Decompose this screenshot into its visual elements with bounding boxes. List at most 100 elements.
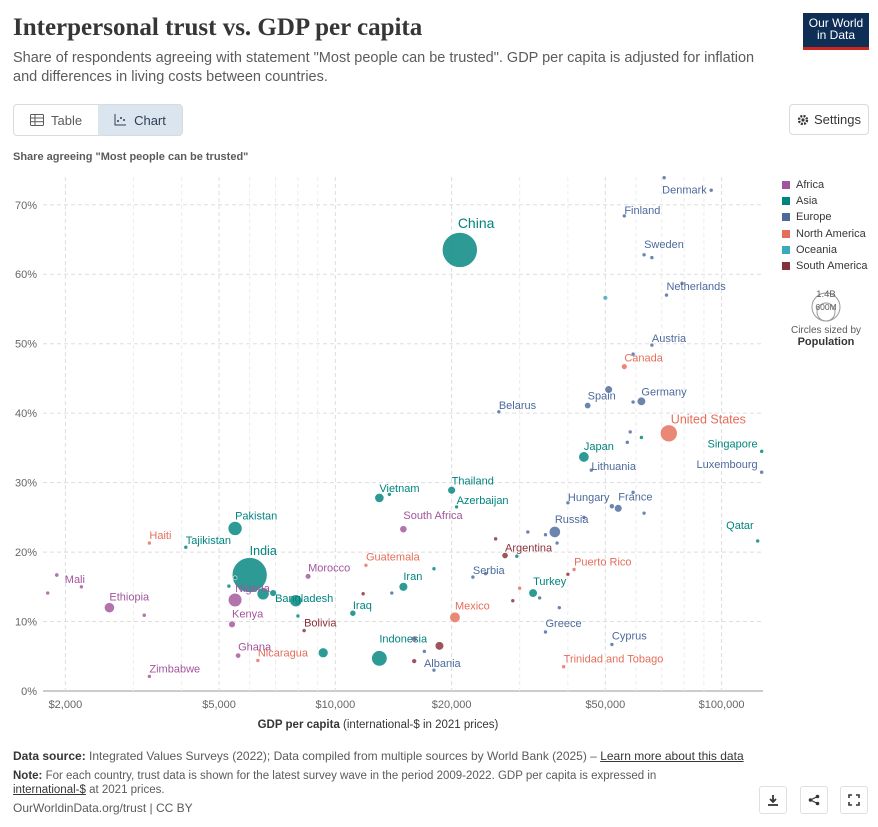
point-mali [54, 572, 60, 578]
x-tick-label: $5,000 [202, 699, 236, 711]
point-ethiopia [104, 602, 115, 614]
label-nicaragua: Nicaragua [258, 647, 309, 659]
legend-label: South America [796, 260, 868, 273]
legend-item-europe[interactable]: Europe [782, 209, 868, 225]
gear-icon [797, 114, 809, 125]
label-vietnam: Vietnam [379, 483, 419, 495]
point-ireland2 [630, 399, 636, 405]
label-netherlands: Netherlands [666, 281, 726, 293]
note-text-2: at 2021 prices. [89, 784, 165, 796]
fullscreen-button[interactable] [840, 786, 868, 814]
point-colombia2 [510, 598, 516, 604]
point-azerbaijan [454, 504, 459, 510]
label-indonesia: Indonesia [379, 633, 428, 645]
chart-subtitle: Share of respondents agreeing with state… [13, 50, 755, 85]
download-icon [768, 795, 778, 806]
y-tick-label: 40% [15, 408, 37, 420]
point-trinidad-and-tobago [561, 664, 566, 669]
tab-table[interactable]: Table [14, 105, 98, 135]
label-lithuania: Lithuania [591, 461, 637, 473]
learn-more-link[interactable]: Learn more about this data [600, 749, 744, 763]
legend-item-south-america[interactable]: South America [782, 258, 868, 274]
point-luxembourg [759, 469, 764, 475]
download-button[interactable] [759, 786, 787, 814]
point-romania2 [554, 540, 560, 546]
legend-item-oceania[interactable]: Oceania [782, 242, 868, 258]
point-serbia2 [525, 529, 531, 535]
y-tick-label: 70% [15, 200, 37, 212]
label-mali: Mali [65, 574, 85, 586]
legend-swatch [782, 197, 790, 206]
point-norway [708, 187, 714, 193]
label-thailand: Thailand [452, 475, 494, 487]
note-label: Note: [13, 770, 43, 782]
point-kyrgyz2 [232, 575, 238, 581]
logo-line-2: in Data [816, 28, 856, 42]
data-source: Data source: Integrated Values Surveys (… [13, 749, 813, 763]
note: Note: For each country, trust data is sh… [13, 769, 703, 797]
point-chile2 [565, 572, 571, 577]
point-belarus [496, 409, 502, 415]
point-china [442, 232, 478, 268]
owid-logo[interactable]: Our World in Data [803, 13, 869, 50]
label-france: France [618, 491, 652, 503]
legend-item-north-america[interactable]: North America [782, 226, 868, 242]
tab-table-label: Table [51, 112, 83, 128]
point-ethiopia2 [79, 584, 84, 590]
point-kenya [228, 620, 236, 629]
label-belarus: Belarus [499, 400, 537, 412]
credit[interactable]: OurWorldinData.org/trust | CC BY [13, 801, 193, 815]
point-peru [434, 641, 445, 651]
point-thailand [447, 486, 456, 495]
international-dollar-link[interactable]: international-$ [13, 784, 86, 796]
legend-swatch [782, 229, 790, 238]
label-ethiopia: Ethiopia [109, 592, 150, 604]
size-legend: 1.4B 600M Circles sized by Population [782, 286, 870, 348]
label-iran: Iran [403, 571, 422, 583]
scatter-plot[interactable]: 0% 10% 20% 30% 40% 50% 60% 70% $2,000 $5,000 $10,0… [0, 160, 770, 740]
point-singapore [759, 449, 764, 454]
legend-item-asia[interactable]: Asia [782, 193, 868, 209]
legend-label: Africa [796, 179, 825, 192]
point-serbia [470, 574, 476, 580]
logo-line-1: Our World [808, 16, 864, 30]
label-singapore: Singapore [708, 438, 758, 450]
label-morocco: Morocco [308, 562, 350, 574]
point-italy2 [641, 510, 647, 516]
point-morocco [304, 573, 312, 580]
tab-chart[interactable]: Chart [98, 105, 182, 135]
point-nigeria [227, 592, 243, 608]
label-trinidad-and-tobago: Trinidad and Tobago [564, 654, 664, 666]
point-ghana [235, 652, 242, 659]
legend-swatch [782, 262, 790, 271]
point-estonia [625, 440, 630, 445]
size-legend-small: 600M [815, 302, 836, 312]
point-indonesia [371, 650, 388, 667]
label-austria: Austria [652, 333, 687, 345]
point-guatemala [363, 562, 369, 568]
point-croatia2 [581, 515, 587, 520]
point-iceland [630, 351, 636, 357]
settings-button[interactable]: Settings [789, 104, 869, 135]
point-armenia2 [514, 553, 520, 559]
point-mexico2 [517, 585, 522, 591]
point-haiti [147, 540, 152, 546]
label-greece: Greece [545, 618, 581, 630]
chart-title: Interpersonal trust vs. GDP per capita [13, 14, 423, 41]
size-legend-big: 1.4B [816, 289, 836, 300]
point-zambia2 [141, 612, 147, 618]
label-bolivia: Bolivia [304, 618, 337, 630]
point-kazakh2 [431, 566, 437, 572]
point-vietnam2 [387, 492, 392, 497]
legend-label: Oceania [796, 243, 837, 256]
point-japan [578, 451, 590, 463]
point-zambia3 [45, 590, 51, 596]
label-spain: Spain [588, 391, 616, 403]
point-vietnam [374, 492, 385, 503]
point-switzerland [679, 280, 685, 286]
x-tick-label: $20,000 [432, 699, 472, 711]
point-zimbabwe [147, 674, 152, 679]
legend-item-africa[interactable]: Africa [782, 177, 868, 193]
table-icon [30, 114, 44, 126]
share-button[interactable] [800, 786, 828, 814]
